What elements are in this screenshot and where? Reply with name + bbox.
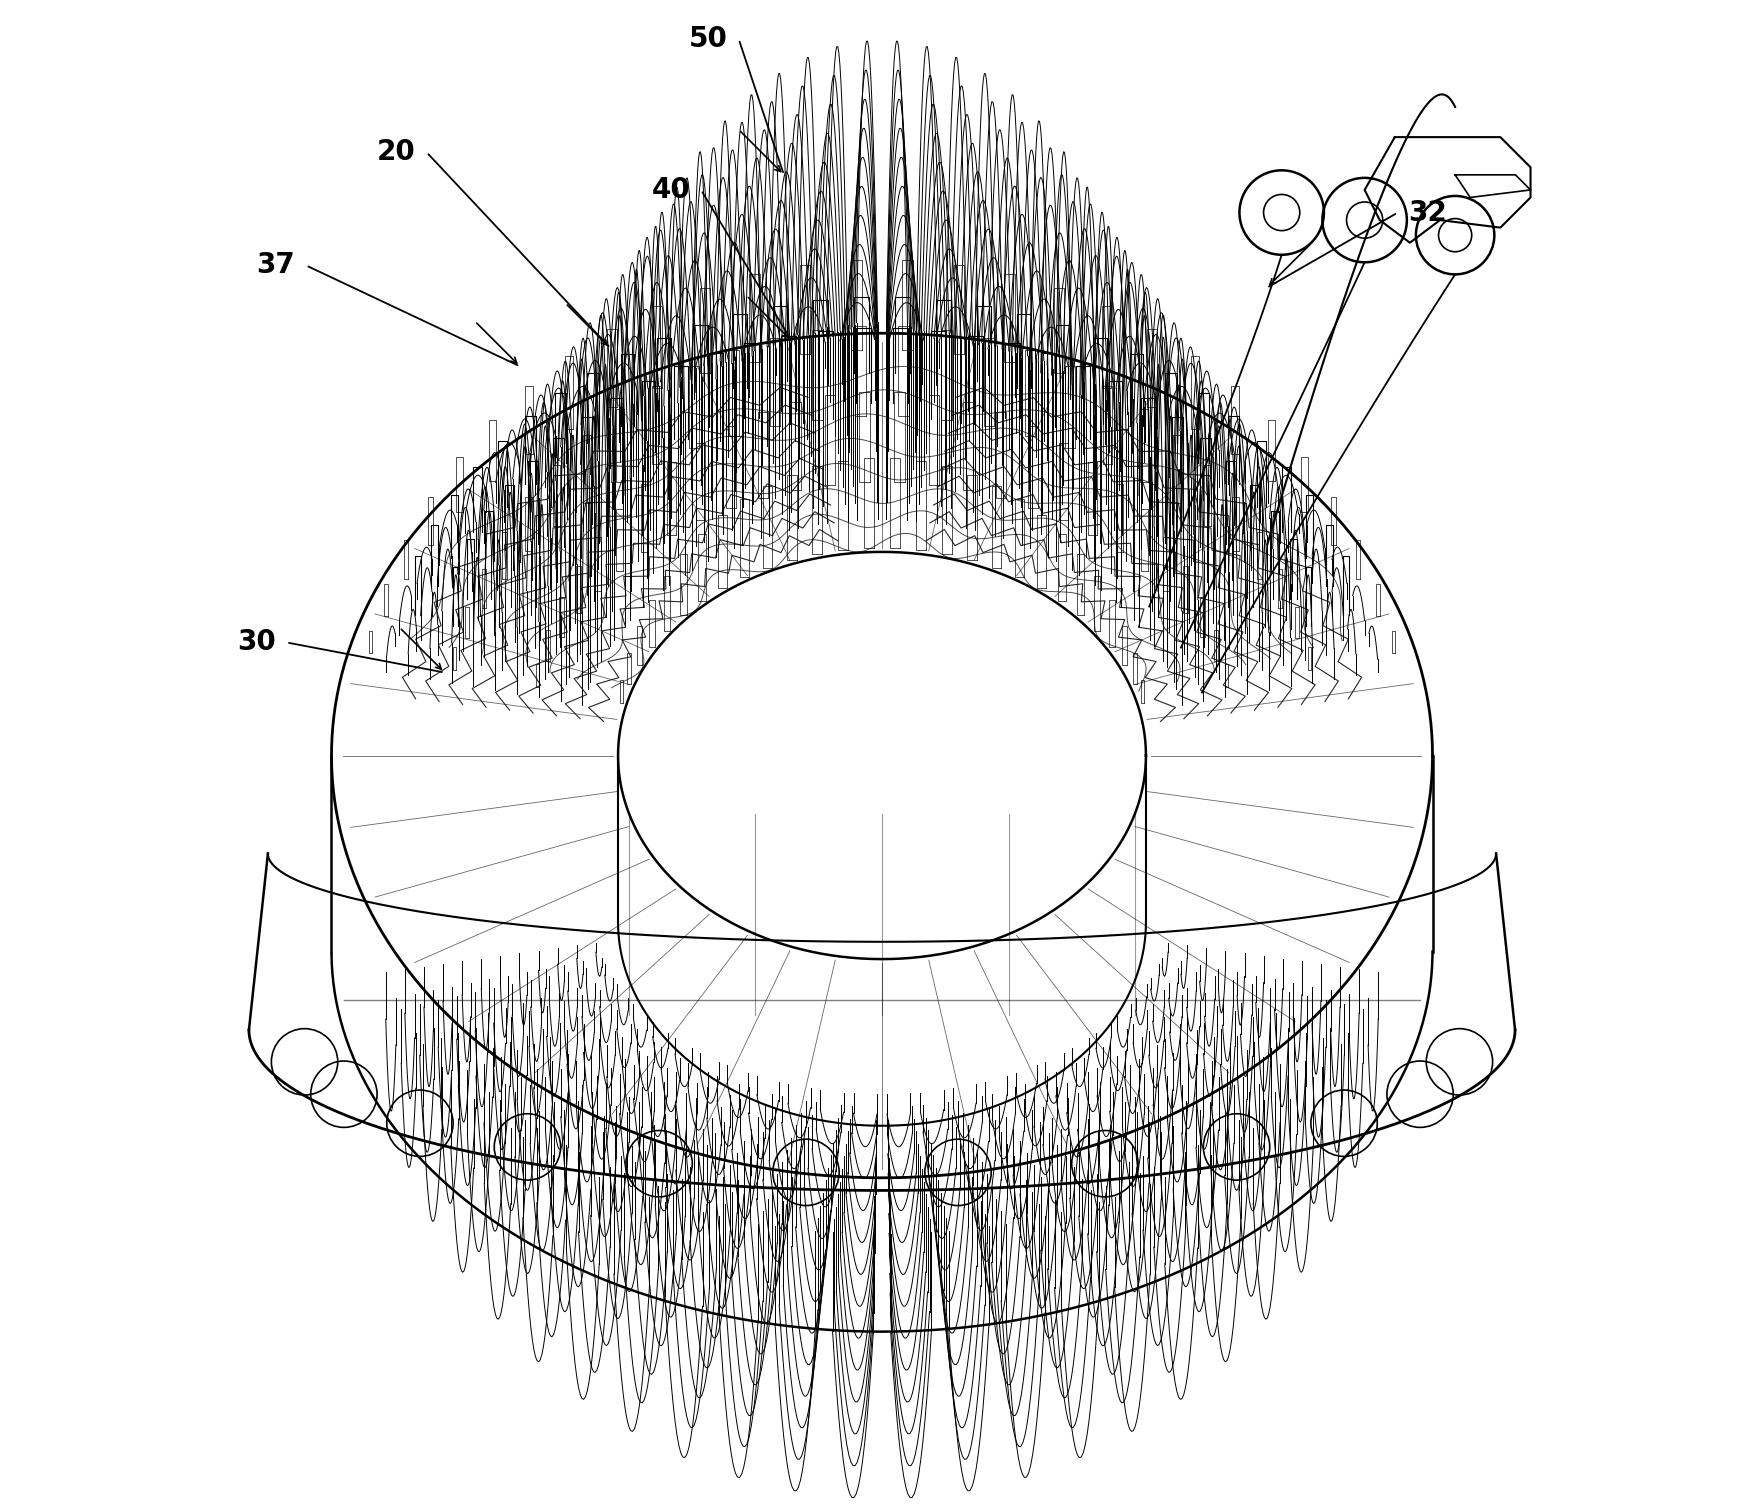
Text: 50: 50 [690, 26, 729, 53]
Text: 30: 30 [236, 629, 275, 656]
Text: 20: 20 [377, 138, 416, 166]
Text: 37: 37 [256, 251, 295, 280]
Text: 40: 40 [651, 175, 690, 204]
Text: 32: 32 [1409, 198, 1446, 227]
